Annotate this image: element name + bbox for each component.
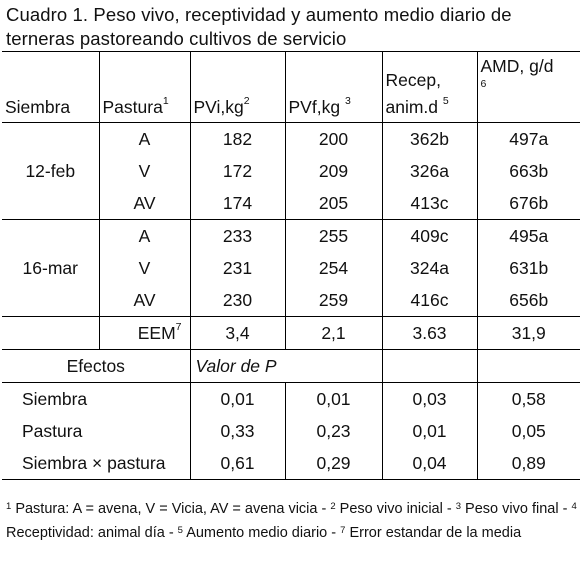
effect-recep: 0,04 <box>381 447 478 480</box>
eem-pvi: 3,4 <box>189 316 286 350</box>
siembra-cell: 12-feb <box>2 122 100 220</box>
table-row: V 172 209 326a 663b <box>2 155 580 187</box>
pvi-cell: 174 <box>189 187 286 220</box>
pastura-cell: AV <box>98 187 191 220</box>
effect-pvf: 0,29 <box>284 447 383 480</box>
effect-row: Siembra 0,01 0,01 0,03 0,58 <box>2 382 580 415</box>
pastura-cell: V <box>98 155 191 187</box>
pvf-cell: 255 <box>284 219 383 252</box>
header-pvi: PVi,kg2 <box>189 51 286 123</box>
pvi-cell: 182 <box>189 122 286 155</box>
pastura-cell: A <box>98 219 191 252</box>
table-footnote: 1 Pastura: A = avena, V = Vicia, AV = av… <box>6 501 577 541</box>
pvf-cell: 259 <box>284 284 383 317</box>
header-pastura: Pastura1 <box>98 51 191 123</box>
effect-name: Pastura <box>2 415 191 447</box>
pvf-cell: 205 <box>284 187 383 220</box>
effect-pvf: 0,01 <box>284 382 383 415</box>
header-siembra: Siembra <box>2 51 100 123</box>
recep-cell: 362b <box>381 122 478 155</box>
pastura-cell: A <box>98 122 191 155</box>
effect-recep: 0,01 <box>381 415 478 447</box>
effect-amd: 0,58 <box>476 382 580 415</box>
effect-row: Pastura 0,33 0,23 0,01 0,05 <box>2 415 580 447</box>
header-row: Siembra Pastura1 PVi,kg2 PVf,kg 3 Recep,… <box>2 51 580 123</box>
table-row: AV 230 259 416c 656b <box>2 284 580 317</box>
pvi-cell: 231 <box>189 252 286 284</box>
pvi-cell: 233 <box>189 219 286 252</box>
amd-cell: 676b <box>476 187 580 220</box>
effect-pvi: 0,01 <box>189 382 286 415</box>
amd-cell: 495a <box>476 219 580 252</box>
pvf-cell: 209 <box>284 155 383 187</box>
pastura-cell: V <box>98 252 191 284</box>
recep-cell: 413c <box>381 187 478 220</box>
table-caption: Cuadro 1. Peso vivo, receptividad y aume… <box>6 4 512 49</box>
efectos-header-row: Efectos Valor de P <box>2 349 580 383</box>
eem-amd: 31,9 <box>476 316 580 350</box>
amd-cell: 497a <box>476 122 580 155</box>
effect-amd: 0,05 <box>476 415 580 447</box>
eem-label: EEM7 <box>98 316 191 350</box>
eem-pvf: 2,1 <box>284 316 383 350</box>
effect-name: Siembra × pastura <box>2 447 191 480</box>
header-amd: AMD, g/d 6 <box>476 51 580 123</box>
table-row: 16-mar A 233 255 409c 495a <box>2 219 580 317</box>
blank-cell <box>476 349 580 383</box>
efectos-label: Efectos <box>2 349 191 383</box>
header-pvf: PVf,kg 3 <box>284 51 383 123</box>
amd-cell: 656b <box>476 284 580 317</box>
recep-cell: 324a <box>381 252 478 284</box>
pvi-cell: 172 <box>189 155 286 187</box>
amd-cell: 663b <box>476 155 580 187</box>
recep-cell: 409c <box>381 219 478 252</box>
blank-cell <box>2 316 99 350</box>
effect-pvi: 0,33 <box>189 415 286 447</box>
recep-cell: 326a <box>381 155 478 187</box>
effect-name: Siembra <box>2 382 191 415</box>
eem-recep: 3.63 <box>381 316 478 350</box>
pastura-cell: AV <box>98 284 191 317</box>
pvi-cell: 230 <box>189 284 286 317</box>
effect-recep: 0,03 <box>381 382 478 415</box>
effect-amd: 0,89 <box>476 447 580 480</box>
data-table: Siembra Pastura1 PVi,kg2 PVf,kg 3 Recep,… <box>2 51 580 480</box>
eem-row: EEM7 3,4 2,1 3.63 31,9 <box>2 316 580 350</box>
amd-cell: 631b <box>476 252 580 284</box>
effect-row: Siembra × pastura 0,61 0,29 0,04 0,89 <box>2 447 580 480</box>
pvf-cell: 254 <box>284 252 383 284</box>
table-row: V 231 254 324a 631b <box>2 252 580 284</box>
recep-cell: 416c <box>381 284 478 317</box>
effect-pvf: 0,23 <box>284 415 383 447</box>
blank-cell <box>381 349 478 383</box>
table-row: AV 174 205 413c 676b <box>2 187 580 220</box>
siembra-cell: 16-mar <box>2 219 100 317</box>
valor-p-label: Valor de P <box>189 349 382 383</box>
table-row: 12-feb A 182 200 362b 497a <box>2 122 580 220</box>
header-recep: Recep, anim.d 5 <box>381 51 478 123</box>
effect-pvi: 0,61 <box>189 447 286 480</box>
pvf-cell: 200 <box>284 122 383 155</box>
